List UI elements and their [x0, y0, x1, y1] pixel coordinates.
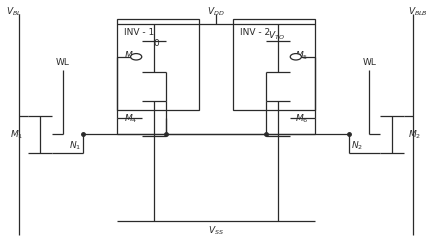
Text: $M_1$: $M_1$: [10, 128, 24, 141]
Text: $N_2$: $N_2$: [351, 139, 363, 152]
Text: $M_3$: $M_3$: [124, 50, 137, 62]
Text: $V_{BLB}$: $V_{BLB}$: [409, 5, 429, 18]
Text: $V_{BL}$: $V_{BL}$: [6, 5, 21, 18]
Text: $M_4$: $M_4$: [124, 112, 137, 124]
Text: $V_{DD}$: $V_{DD}$: [207, 5, 225, 18]
Text: $V_{SS}$: $V_{SS}$: [208, 224, 224, 237]
Circle shape: [130, 54, 142, 60]
Text: $M_5$: $M_5$: [295, 50, 308, 62]
Text: WL: WL: [362, 58, 376, 67]
Text: $M_6$: $M_6$: [295, 112, 308, 124]
Text: INV - 1: INV - 1: [124, 28, 154, 37]
Text: WL: WL: [56, 58, 70, 67]
Circle shape: [290, 54, 302, 60]
Text: INV - 2: INV - 2: [240, 28, 270, 37]
Bar: [233, 19, 315, 110]
Text: 0: 0: [153, 39, 159, 48]
Bar: [117, 19, 199, 110]
Text: $M_2$: $M_2$: [408, 128, 422, 141]
Text: $V_{TO}$: $V_{TO}$: [268, 30, 285, 42]
Text: $N_1$: $N_1$: [69, 139, 81, 152]
